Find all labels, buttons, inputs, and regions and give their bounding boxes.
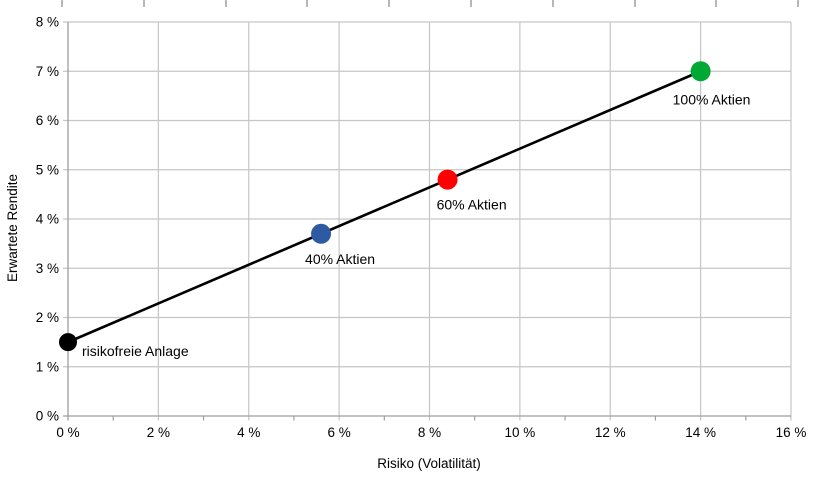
data-point-risikofreie-anlage <box>59 333 77 352</box>
x-axis-title: Risiko (Volatilität) <box>377 456 481 471</box>
labels-layer: 0 % 2 % 4 % 6 % 8 % 10 % 12 % 14 % 16 % 0 % 1 % 2 %… <box>36 15 807 441</box>
series-layer <box>59 61 711 352</box>
y-tick-label: 4 % <box>36 212 59 227</box>
data-point-60-aktien <box>437 169 458 190</box>
data-point-100-aktien <box>690 61 711 82</box>
data-point-label: 60% Aktien <box>437 197 507 213</box>
ruler-tick <box>551 0 554 7</box>
data-point-label: 100% Aktien <box>673 91 751 107</box>
capital-market-line <box>67 70 702 344</box>
ruler-tick <box>797 0 800 7</box>
y-tick-label: 1 % <box>36 359 59 374</box>
data-point-40-aktien <box>311 223 332 244</box>
top-ruler-ticks <box>0 0 816 8</box>
ruler-tick <box>633 0 636 7</box>
grid-layer <box>63 21 792 421</box>
ruler-tick <box>61 0 63 7</box>
x-tick-label: 12 % <box>595 425 626 440</box>
ruler-tick <box>388 0 391 7</box>
ruler-tick <box>470 0 472 7</box>
y-tick-label: 3 % <box>36 261 59 276</box>
y-tick-label: 8 % <box>36 15 59 30</box>
ruler-tick <box>715 0 718 7</box>
axis-layer <box>63 22 791 421</box>
ruler-tick <box>306 0 309 7</box>
x-tick-label: 14 % <box>685 425 716 440</box>
x-tick-label: 4 % <box>237 425 260 440</box>
ruler-tick <box>224 0 227 7</box>
x-tick-label: 10 % <box>504 425 535 440</box>
y-tick-label: 5 % <box>36 162 59 177</box>
y-axis-title: Erwartete Rendite <box>5 174 20 282</box>
x-tick-label: 16 % <box>776 425 807 440</box>
data-point-label: 40% Aktien <box>305 251 375 267</box>
data-point-label: risikofreie Anlage <box>82 343 189 359</box>
x-tick-label: 2 % <box>147 425 170 440</box>
y-tick-label: 6 % <box>36 113 59 128</box>
y-tick-label: 0 % <box>36 409 59 424</box>
x-tick-label: 0 % <box>56 425 79 440</box>
y-tick-label: 2 % <box>36 310 59 325</box>
x-tick-label: 6 % <box>327 425 350 440</box>
ruler-tick <box>142 0 145 7</box>
y-tick-label: 7 % <box>36 64 59 79</box>
x-tick-label: 8 % <box>418 425 441 440</box>
